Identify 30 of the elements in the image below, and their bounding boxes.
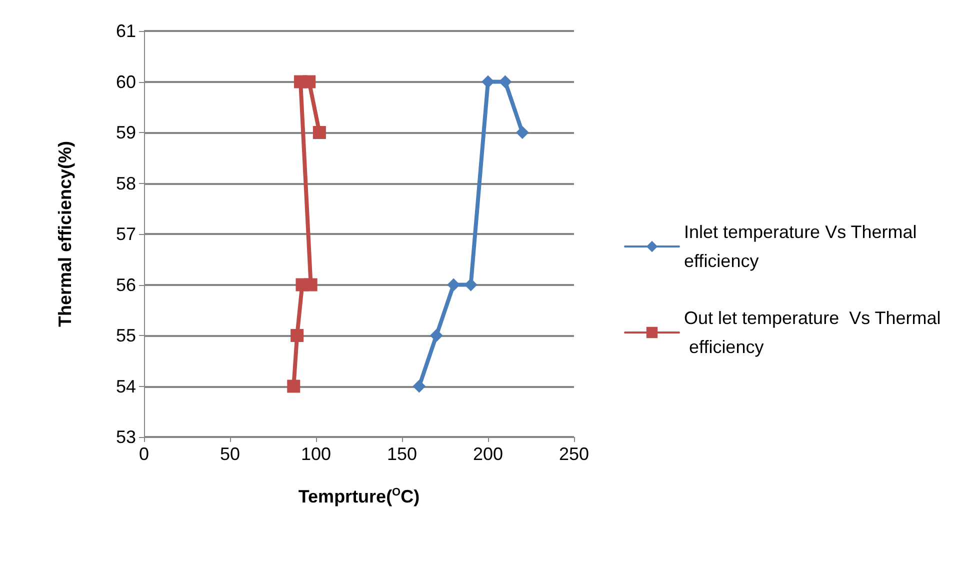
point xyxy=(412,380,426,393)
y-tick-label: 60 xyxy=(116,72,136,92)
y-axis-title: Thermal efficiency(%) xyxy=(55,140,75,328)
y-tick-label: 59 xyxy=(116,122,136,142)
point xyxy=(482,75,494,88)
y-tick-label: 61 xyxy=(116,21,136,41)
x-tick-label: 0 xyxy=(138,444,150,464)
y-tick-label: 54 xyxy=(116,376,136,396)
x-tick-label: 200 xyxy=(472,444,504,464)
point xyxy=(312,126,326,139)
point xyxy=(464,278,478,292)
point xyxy=(516,126,529,139)
point xyxy=(447,278,460,292)
y-tick-label: 55 xyxy=(116,326,136,346)
y-tick-label: 58 xyxy=(116,173,136,194)
y-tick-label: 57 xyxy=(116,224,136,244)
point xyxy=(290,329,304,342)
x-tick-label: 250 xyxy=(558,444,590,464)
point xyxy=(287,380,300,393)
x-tick-label: 150 xyxy=(386,444,418,464)
point xyxy=(430,329,443,342)
legend-label: Out let temperature Vs Thermal efficiency xyxy=(684,308,941,357)
x-tick-label: 50 xyxy=(220,444,240,464)
legend-label: Inlet temperature Vs Thermal efficiency xyxy=(684,222,922,271)
y-tick-label: 53 xyxy=(116,427,136,447)
point xyxy=(498,75,512,88)
x-tick-label: 100 xyxy=(300,444,332,464)
point xyxy=(304,278,318,292)
point xyxy=(302,75,316,88)
y-tick-label: 56 xyxy=(116,274,136,295)
